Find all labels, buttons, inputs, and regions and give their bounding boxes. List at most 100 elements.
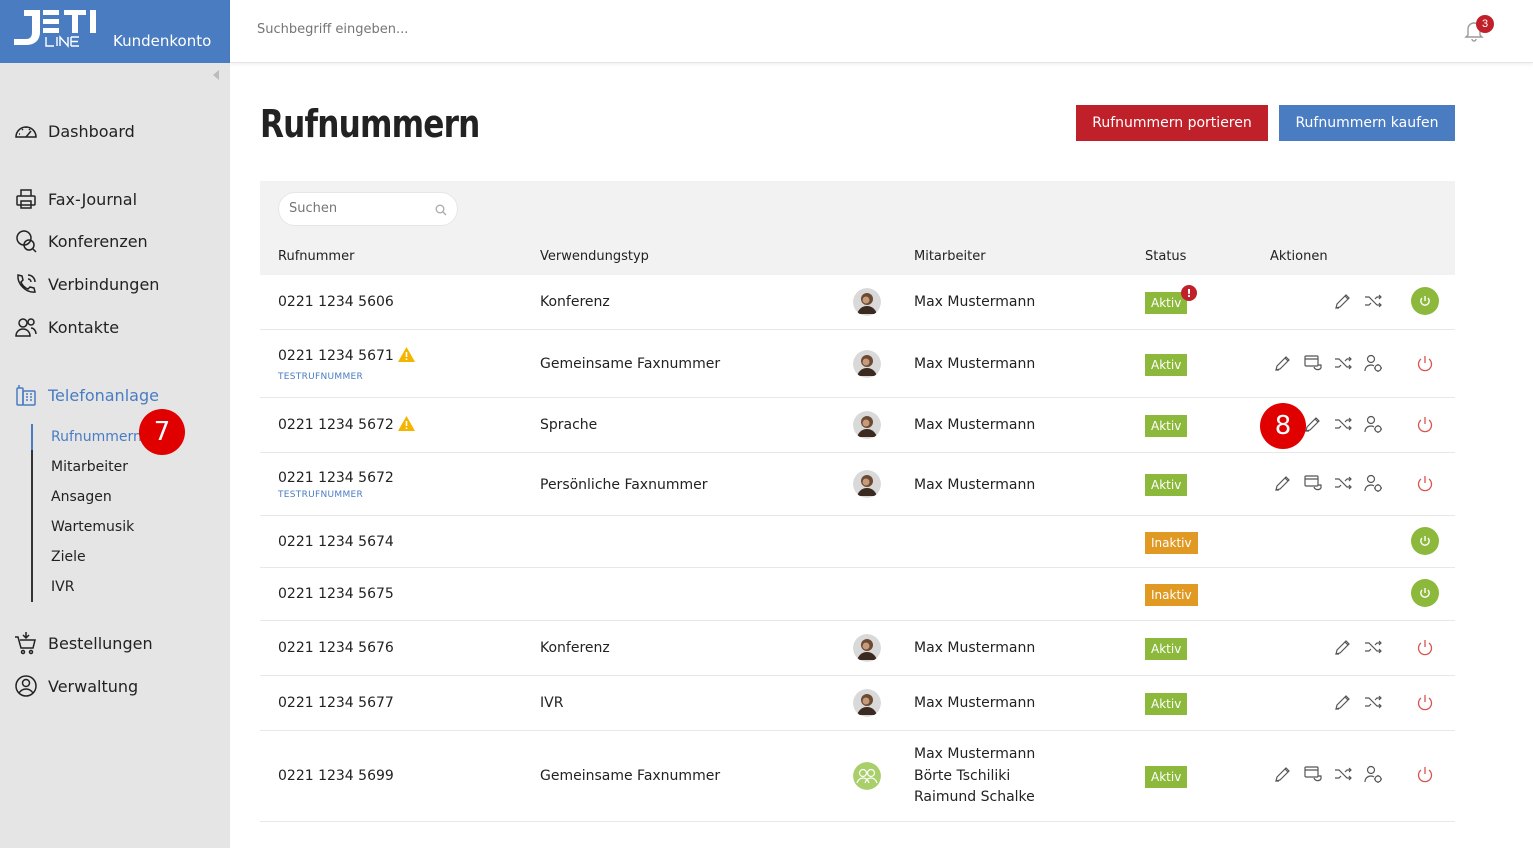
edit-icon[interactable] [1273,473,1293,493]
edit-icon[interactable] [1333,637,1353,657]
shuffle-icon[interactable] [1363,291,1383,311]
edit-icon[interactable] [1303,414,1323,434]
power-icon [1420,296,1430,306]
table-row[interactable]: 0221 1234 5699 Gemeinsame Faxnummer Max … [260,731,1455,822]
sidebar-subitem-ivr[interactable]: IVR [51,579,75,595]
table-row[interactable]: 0221 1234 5675 Inaktiv [260,568,1455,621]
row-type: IVR [540,695,564,711]
table-body: 0221 1234 5606 Konferenz Max Mustermann … [260,275,1455,823]
account-label: Kundenkonto [113,32,212,50]
table-row[interactable]: 0221 1234 5672 TESTRUFNUMMER Persönliche… [260,453,1455,516]
row-type: Gemeinsame Faxnummer [540,356,721,372]
test-number-label: TESTRUFNUMMER [278,490,364,500]
table-row[interactable]: 0221 1234 5672 Sprache Max Mustermann Ak… [260,398,1455,453]
notification-badge: 3 [1476,15,1494,33]
sidebar-subitem-mitarbeiter[interactable]: Mitarbeiter [51,459,129,475]
sidebar-item-kontakte[interactable]: Kontakte [14,315,119,339]
row-employee: Max Mustermann [914,477,1036,493]
deactivate-icon[interactable] [1415,474,1435,494]
status-badge: Aktiv [1145,766,1188,788]
shuffle-icon[interactable] [1363,692,1383,712]
contacts-icon [15,318,37,337]
user-settings-icon[interactable] [1363,353,1383,373]
table-row[interactable]: 0221 1234 5671 TESTRUFNUMMER Gemeinsame … [260,330,1455,398]
row-employee: Max Mustermann [914,356,1036,372]
row-employee: Max Mustermann [914,746,1036,762]
shuffle-icon[interactable] [1333,414,1353,434]
sidebar-item-dashboard[interactable]: Dashboard [14,119,135,143]
shuffle-icon[interactable] [1333,473,1353,493]
sidebar-item-fax-journal[interactable]: Fax-Journal [14,187,137,211]
sidebar-item-bestellungen[interactable]: Bestellungen [14,631,153,655]
sidebar-item-label: Konferenzen [48,231,148,251]
sidebar-subitem-ziele[interactable]: Ziele [51,549,86,565]
jetline-logo[interactable] [12,8,100,48]
user-settings-icon[interactable] [1363,764,1383,784]
col-header-rufnummer[interactable]: Rufnummer [278,249,355,264]
sidebar-item-label: Telefonanlage [48,385,159,405]
status-badge: Inaktiv [1145,532,1198,554]
activate-button[interactable] [1411,287,1439,315]
sidebar-item-konferenzen[interactable]: Konferenzen [14,229,148,253]
global-search-input[interactable] [257,22,657,37]
deactivate-icon[interactable] [1415,693,1435,713]
row-employee: Raimund Schalke [914,789,1035,805]
status-badge: Aktiv [1145,354,1188,376]
col-header-status[interactable]: Status [1145,249,1187,264]
power-icon [1420,536,1430,546]
sidebar-item-verwaltung[interactable]: Verwaltung [14,674,138,698]
edit-icon[interactable] [1273,353,1293,373]
avatar [853,689,881,717]
row-number: 0221 1234 5675 [278,586,394,602]
shuffle-icon[interactable] [1333,353,1353,373]
table-search-input[interactable] [289,201,429,216]
search-icon [435,204,447,216]
status-alert-icon[interactable]: ! [1181,285,1197,301]
sidebar-subitem-ansagen[interactable]: Ansagen [51,489,112,505]
fax-forward-icon[interactable] [1303,353,1323,373]
edit-icon[interactable] [1333,291,1353,311]
sidebar-item-verbindungen[interactable]: Verbindungen [14,272,159,296]
edit-icon[interactable] [1333,692,1353,712]
table-row[interactable]: 0221 1234 5606 Konferenz Max Mustermann … [260,275,1455,330]
activate-button[interactable] [1411,527,1439,555]
collapse-sidebar-icon[interactable] [213,70,219,80]
avatar [853,288,881,316]
sidebar-item-label: Kontakte [48,317,120,337]
cart-icon [15,632,36,655]
fax-forward-icon[interactable] [1303,473,1323,493]
activate-button[interactable] [1411,579,1439,607]
user-settings-icon[interactable] [1363,473,1383,493]
row-number: 0221 1234 5606 [278,294,394,310]
fax-forward-icon[interactable] [1303,764,1323,784]
sidebar-subitem-rufnummern[interactable]: Rufnummern [51,429,142,445]
deactivate-icon[interactable] [1415,354,1435,374]
shuffle-icon[interactable] [1333,764,1353,784]
table-row[interactable]: 0221 1234 5676 Konferenz Max Mustermann … [260,621,1455,676]
table-filter-bar [260,181,1455,237]
power-icon [1420,588,1430,598]
fax-icon [16,189,36,209]
table-row[interactable]: 0221 1234 5677 IVR Max Mustermann Aktiv [260,676,1455,731]
col-header-aktionen: Aktionen [1270,249,1328,264]
col-header-verwendungstyp[interactable]: Verwendungstyp [540,249,649,264]
sidebar-subitem-wartemusik[interactable]: Wartemusik [51,519,135,535]
deactivate-icon[interactable] [1415,765,1435,785]
avatar [853,411,881,439]
edit-icon[interactable] [1273,764,1293,784]
table-row[interactable]: 0221 1234 5674 Inaktiv [260,516,1455,568]
user-settings-icon[interactable] [1363,414,1383,434]
shuffle-icon[interactable] [1363,637,1383,657]
status-badge: Aktiv [1145,638,1188,660]
test-number-label: TESTRUFNUMMER [278,372,364,382]
deactivate-icon[interactable] [1415,415,1435,435]
sidebar-item-label: Dashboard [48,121,135,141]
sidebar-item-telefonanlage[interactable]: Telefonanlage [14,383,159,407]
port-numbers-button[interactable]: Rufnummern portieren [1076,105,1268,141]
page-title: Rufnummern [260,102,480,146]
table-search[interactable] [278,192,458,226]
buy-numbers-button[interactable]: Rufnummern kaufen [1279,105,1455,141]
col-header-mitarbeiter[interactable]: Mitarbeiter [914,249,986,264]
group-avatar-icon [853,762,881,790]
deactivate-icon[interactable] [1415,638,1435,658]
